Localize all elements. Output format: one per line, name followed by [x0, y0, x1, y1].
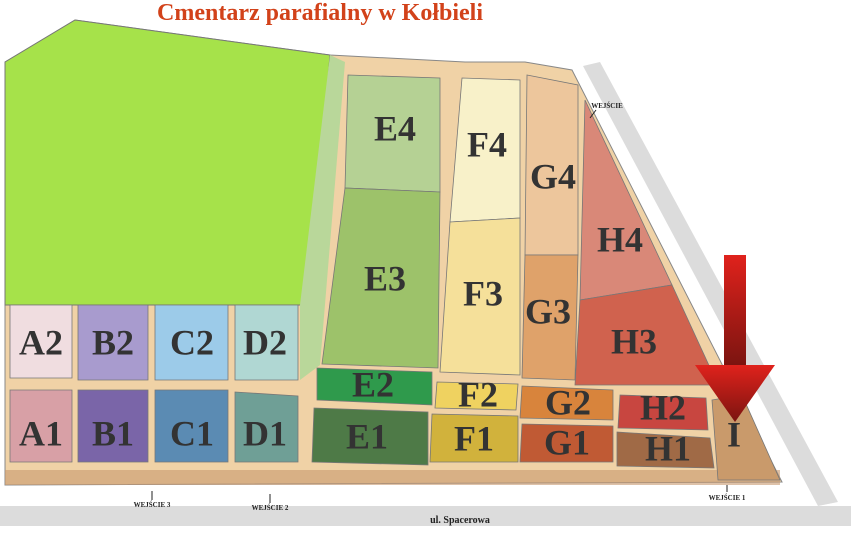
section-label: G1	[544, 422, 590, 462]
section-label: F1	[454, 418, 494, 458]
arrow-head	[695, 365, 775, 422]
section-area	[77, 389, 149, 463]
section-area	[154, 304, 229, 381]
section-area	[321, 187, 441, 369]
side-road	[583, 62, 838, 506]
entrance-label: WEJŚCIE 2	[252, 504, 289, 512]
section-label: I	[727, 414, 741, 454]
section-label: F4	[467, 124, 507, 164]
section-area	[429, 413, 519, 463]
section-label: E1	[346, 416, 388, 456]
entrance-label: WEJŚCIE	[591, 102, 623, 110]
section-label: B2	[92, 322, 134, 362]
section-area	[519, 423, 614, 463]
section-area	[616, 431, 715, 469]
green-strip	[300, 55, 345, 380]
street-road	[0, 506, 851, 526]
section-area	[234, 391, 299, 463]
entrance-arrows	[151, 109, 728, 503]
section-area	[311, 407, 429, 466]
green-area	[4, 19, 331, 306]
arrow-shaft	[724, 255, 746, 367]
section-label: H4	[597, 219, 643, 259]
section-area	[519, 385, 614, 421]
section-label: A1	[19, 413, 63, 453]
section-area	[439, 217, 521, 376]
entrance-label: WEJŚCIE 3	[134, 501, 171, 509]
section-label: C1	[170, 413, 214, 453]
bottom-strip	[5, 470, 780, 485]
section-area	[77, 304, 149, 381]
section-area	[9, 304, 73, 379]
section-label: H1	[645, 428, 691, 468]
section-area	[617, 394, 709, 431]
section-label: F2	[458, 374, 498, 414]
section-label: A2	[19, 322, 63, 362]
section-label: C2	[170, 322, 214, 362]
section-area	[154, 389, 229, 463]
section-area	[234, 304, 299, 381]
entrance-label: WEJŚCIE 1	[709, 494, 746, 502]
section-label: G3	[525, 291, 571, 331]
section-area	[9, 389, 73, 463]
map-title: Cmentarz parafialny w Kołbieli	[157, 0, 483, 26]
section-label: D1	[243, 413, 287, 453]
section-label: E4	[374, 108, 416, 148]
section-label: E3	[364, 258, 406, 298]
section-label: B1	[92, 413, 134, 453]
section-label: H3	[611, 321, 657, 361]
section-area	[434, 381, 519, 411]
street-name: ul. Spacerowa	[430, 515, 490, 526]
section-label: G4	[530, 156, 576, 196]
section-label: D2	[243, 322, 287, 362]
section-label: E2	[352, 364, 394, 404]
section-label: F3	[463, 273, 503, 313]
section-label: G2	[545, 382, 591, 422]
section-label: H2	[640, 387, 686, 427]
section-area	[316, 367, 433, 406]
